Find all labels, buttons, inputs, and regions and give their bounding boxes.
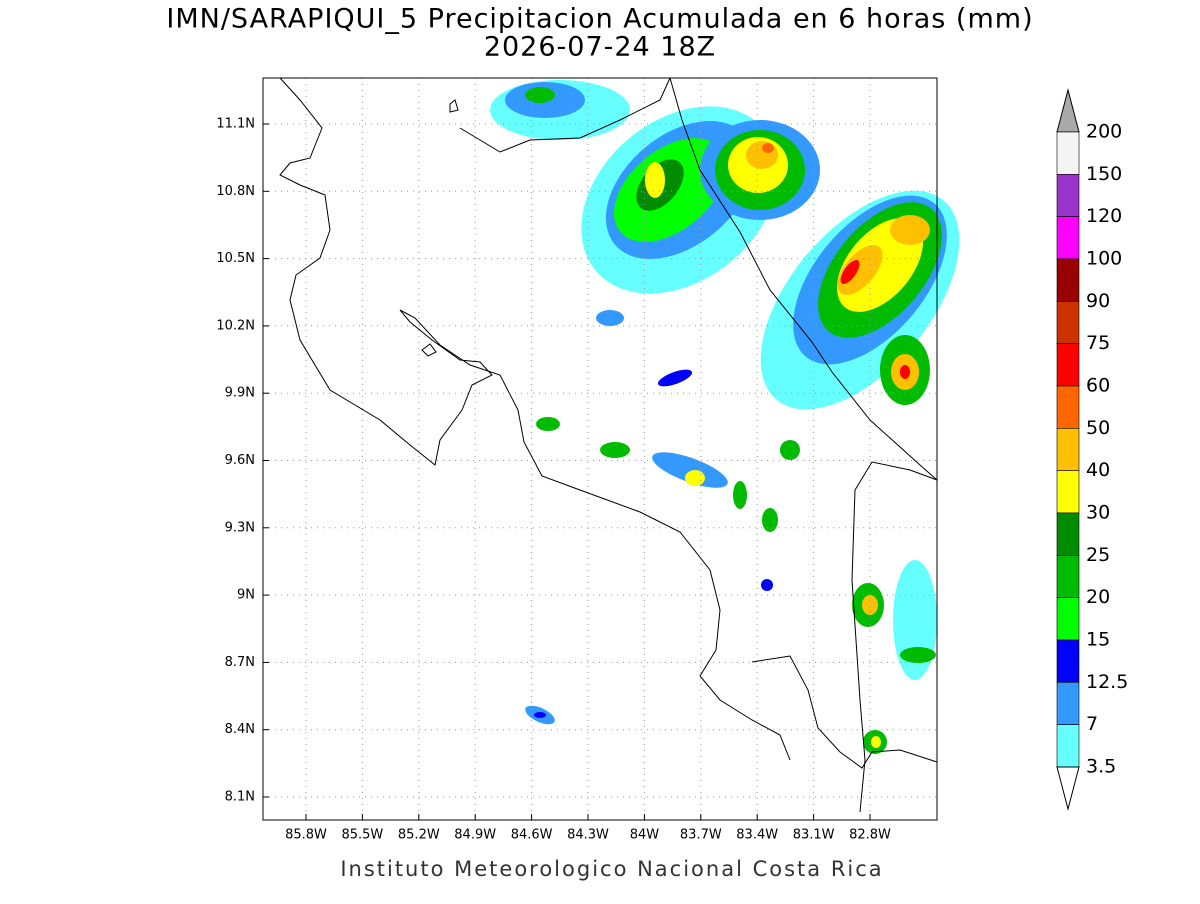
- colorbar-label: 7: [1086, 713, 1098, 735]
- lat-label: 10.2N: [216, 318, 255, 333]
- lat-label: 9.6N: [225, 453, 255, 468]
- colorbar-label: 12.5: [1086, 671, 1128, 693]
- lat-label: 9.9N: [225, 386, 255, 401]
- colorbar-label: 60: [1086, 375, 1110, 397]
- colorbar-label: 3.5: [1086, 756, 1116, 778]
- lon-label: 84.3W: [567, 828, 609, 843]
- colorbar-swatch: [1056, 470, 1080, 514]
- colorbar-label: 100: [1086, 248, 1122, 270]
- colorbar-swatch: [1056, 724, 1080, 768]
- colorbar-label: 25: [1086, 544, 1110, 566]
- footer: Instituto Meteorologico Nacional Costa R…: [340, 857, 883, 881]
- colorbar-cap: [1056, 766, 1080, 811]
- lat-label: 8.7N: [225, 655, 255, 670]
- colorbar-label: 15: [1086, 629, 1110, 651]
- lon-label: 84.6W: [511, 828, 553, 843]
- colorbar-label: 200: [1086, 121, 1122, 143]
- colorbar-swatch: [1056, 216, 1080, 260]
- colorbar-label: 150: [1086, 163, 1122, 185]
- colorbar-label: 30: [1086, 502, 1110, 524]
- lon-label: 83.7W: [680, 828, 722, 843]
- colorbar-swatch: [1056, 512, 1080, 556]
- lat-label: 11.1N: [216, 117, 255, 132]
- subtitle: 2026-07-24 18Z: [484, 32, 716, 63]
- lat-label: 10.5N: [216, 251, 255, 266]
- colorbar-swatch: [1056, 343, 1080, 387]
- lat-label: 8.4N: [225, 722, 255, 737]
- colorbar-swatch: [1056, 639, 1080, 683]
- colorbar-swatch: [1056, 301, 1080, 344]
- coastlines: [279, 77, 938, 813]
- lon-label: 85.8W: [285, 828, 327, 843]
- colorbar-swatch: [1056, 682, 1080, 725]
- lon-label: 84W: [630, 828, 660, 843]
- colorbar-label: 40: [1086, 459, 1110, 481]
- lat-label: 9.3N: [225, 520, 255, 535]
- colorbar-label: 50: [1086, 417, 1110, 439]
- precipitation-field: [490, 80, 960, 754]
- lon-label: 83.4W: [736, 828, 778, 843]
- colorbar-cap: [1056, 88, 1080, 133]
- graticule: [263, 78, 937, 820]
- colorbar-label: 75: [1086, 332, 1110, 354]
- lon-label: 84.9W: [454, 828, 496, 843]
- colorbar-swatch: [1056, 258, 1080, 302]
- colorbar-swatch: [1056, 385, 1080, 429]
- lat-label: 10.8N: [216, 184, 255, 199]
- colorbar: 200 150 120 100 90 75 60 50 40 30 25 20 15 12.5 7 3.5: [1056, 88, 1128, 811]
- colorbar-swatch: [1056, 174, 1080, 217]
- title: IMN/SARAPIQUI_5 Precipitacion Acumulada …: [166, 4, 1033, 35]
- colorbar-swatch: [1056, 428, 1080, 471]
- map-frame: [262, 77, 938, 821]
- lon-label: 82.8W: [849, 828, 891, 843]
- colorbar-swatch: [1056, 597, 1080, 641]
- colorbar-label: 90: [1086, 290, 1110, 312]
- lat-label: 9N: [237, 588, 255, 603]
- lon-label: 85.2W: [398, 828, 440, 843]
- lat-label: 8.1N: [225, 790, 255, 805]
- colorbar-label: 120: [1086, 205, 1122, 227]
- lon-label: 85.5W: [341, 828, 383, 843]
- colorbar-label: 20: [1086, 586, 1110, 608]
- colorbar-swatch: [1056, 131, 1080, 175]
- colorbar-swatch: [1056, 555, 1080, 598]
- lon-label: 83.1W: [793, 828, 835, 843]
